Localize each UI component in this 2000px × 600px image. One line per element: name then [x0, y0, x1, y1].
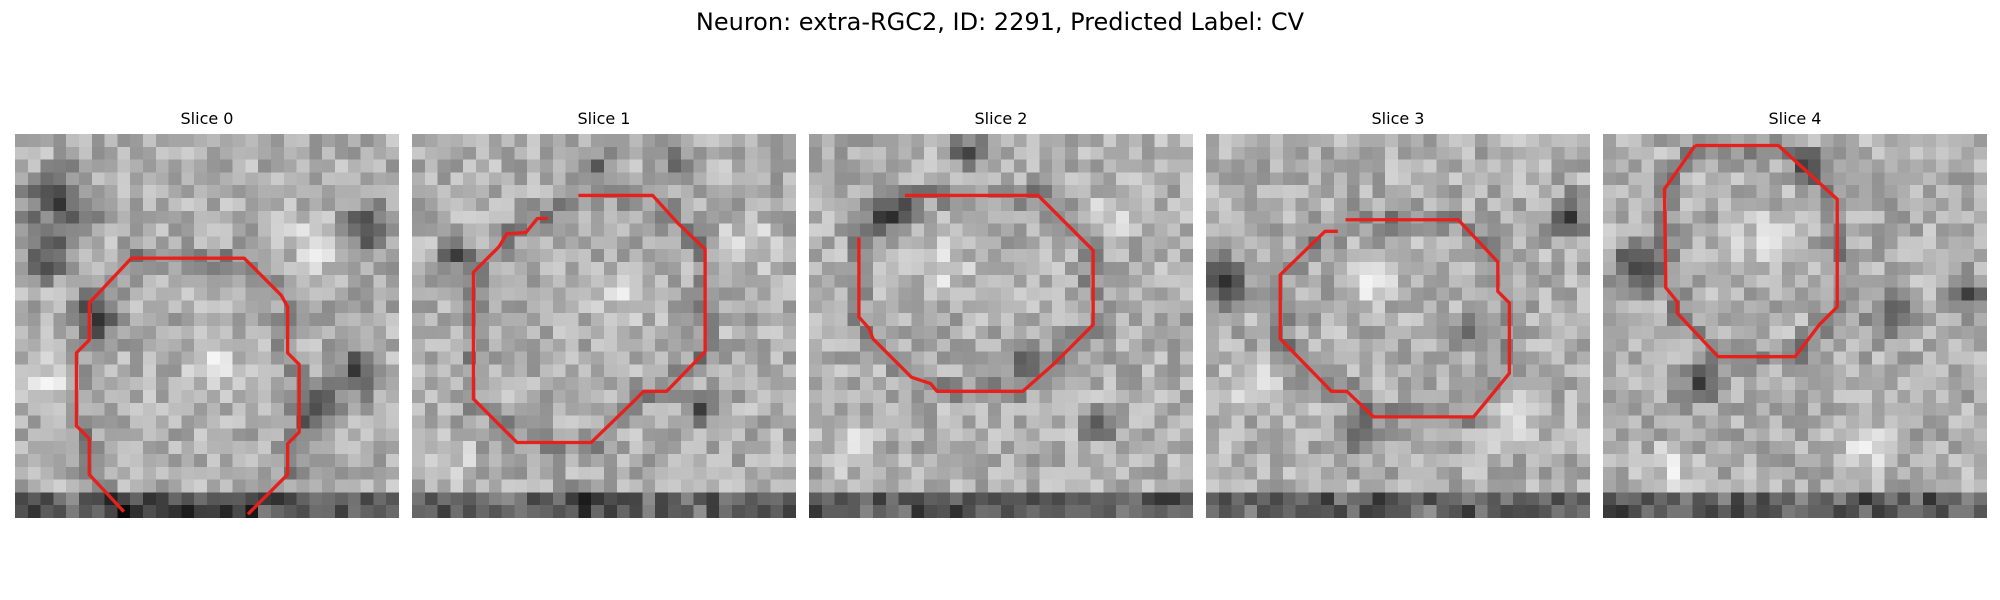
grayscale-image	[15, 134, 399, 518]
grayscale-image	[1603, 134, 1987, 518]
slice-image-4	[1603, 134, 1987, 518]
slice-image-2	[809, 134, 1193, 518]
grayscale-image	[1206, 134, 1590, 518]
slice-image-0	[15, 134, 399, 518]
slice-panel-4: Slice 4	[1603, 108, 1987, 518]
slice-title: Slice 4	[1768, 109, 1822, 128]
cell-contour	[471, 193, 707, 445]
figure-title: Neuron: extra-RGC2, ID: 2291, Predicted …	[695, 8, 1305, 36]
cell-contour	[74, 256, 301, 516]
slice-image-3	[1206, 134, 1590, 518]
slice-title: Slice 2	[974, 109, 1028, 128]
grayscale-image	[809, 134, 1193, 518]
grayscale-image	[412, 134, 796, 518]
slice-title: Slice 0	[180, 109, 234, 128]
cell-contour	[1662, 143, 1839, 359]
slice-panel-1: Slice 1	[412, 108, 796, 518]
cell-contour	[1278, 218, 1512, 419]
slice-panel-2: Slice 2	[809, 108, 1193, 518]
slice-image-1	[412, 134, 796, 518]
slice-panel-0: Slice 0	[15, 108, 399, 518]
slice-panel-3: Slice 3	[1206, 108, 1590, 518]
slice-title: Slice 1	[577, 109, 631, 128]
cell-contour	[857, 193, 1095, 393]
slice-title: Slice 3	[1371, 109, 1425, 128]
